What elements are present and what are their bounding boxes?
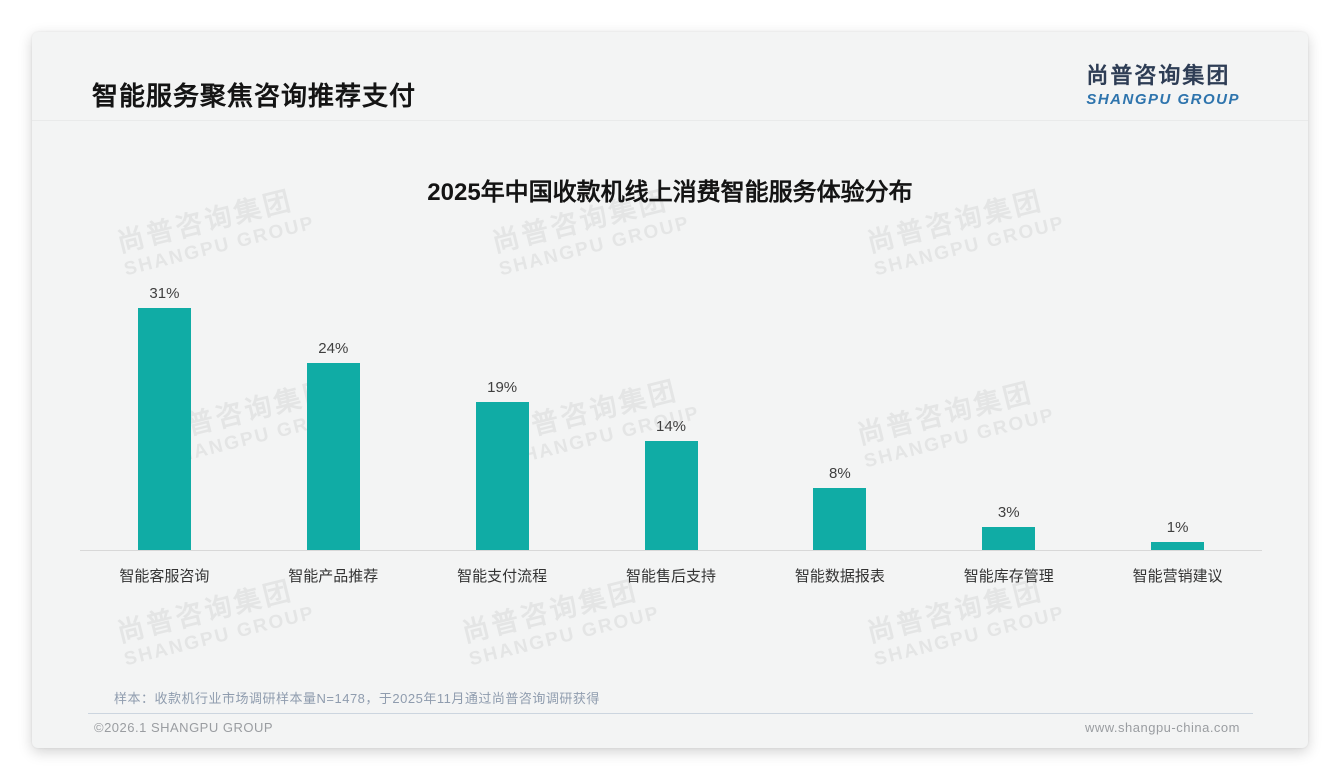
bar-column: 24% (249, 277, 418, 550)
website-text: www.shangpu-china.com (1084, 720, 1240, 735)
category-label: 智能支付流程 (457, 568, 548, 585)
bar-column: 31% (80, 277, 249, 550)
category-label: 智能产品推荐 (288, 568, 379, 585)
bar-value-label: 3% (997, 504, 1020, 521)
bar-column: 3% (924, 277, 1093, 550)
bar-value-label: 31% (149, 285, 180, 302)
category-label: 智能售后支持 (626, 568, 717, 585)
bar-column: 14% (587, 277, 756, 550)
bar-column: 8% (755, 277, 924, 550)
bar-value-label: 8% (829, 465, 851, 482)
category-axis: 智能客服咨询 智能产品推荐 智能支付流程 智能售后支持 智能数据报表 智能库存管理 智能营销… (80, 565, 1262, 586)
category-label: 智能营销建议 (1132, 568, 1223, 585)
logo-en-text: SHANGPU GROUP (1086, 91, 1240, 108)
slide: 尚普咨询集团 SHANGPU GROUP 尚普咨询集团 SHANGPU GROUP 尚普… (32, 32, 1308, 748)
copyright-text: ©2026.1 SHANGPU GROUP (94, 720, 274, 735)
bar (1151, 542, 1205, 550)
page-title: 智能服务聚焦咨询推荐支付 (92, 81, 417, 111)
company-logo: 尚普咨询集团 SHANGPU GROUP (1086, 58, 1240, 108)
slide-footer: ©2026.1 SHANGPU GROUP www.shangpu-china.… (94, 720, 1240, 735)
bar (137, 308, 191, 550)
bar-value-label: 24% (318, 340, 349, 357)
bar-value-label: 14% (655, 418, 687, 435)
bar (813, 488, 867, 550)
bar (475, 402, 529, 550)
category-label: 智能数据报表 (794, 568, 885, 585)
chart-title: 2025年中国收款机线上消费智能服务体验分布 (427, 179, 913, 206)
bar (982, 527, 1036, 550)
bar-chart-plot: 31% 24% 19% 14% 8% 3% 1% (80, 277, 1262, 551)
bar (644, 441, 698, 550)
bar (306, 363, 360, 550)
logo-cn-text: 尚普咨询集团 (1086, 63, 1231, 88)
bar-value-label: 1% (1166, 519, 1189, 536)
bar-column: 19% (418, 277, 587, 550)
bar-column: 1% (1093, 277, 1262, 550)
category-label: 智能库存管理 (963, 568, 1054, 585)
bar-value-label: 19% (487, 379, 518, 396)
category-label: 智能客服咨询 (119, 568, 210, 585)
footer-divider (88, 713, 1253, 714)
slide-header: 智能服务聚焦咨询推荐支付 尚普咨询集团 SHANGPU GROUP (32, 32, 1308, 121)
sample-note: 样本：收款机行业市场调研样本量N=1478，于2025年11月通过尚普咨询调研获… (114, 691, 600, 706)
